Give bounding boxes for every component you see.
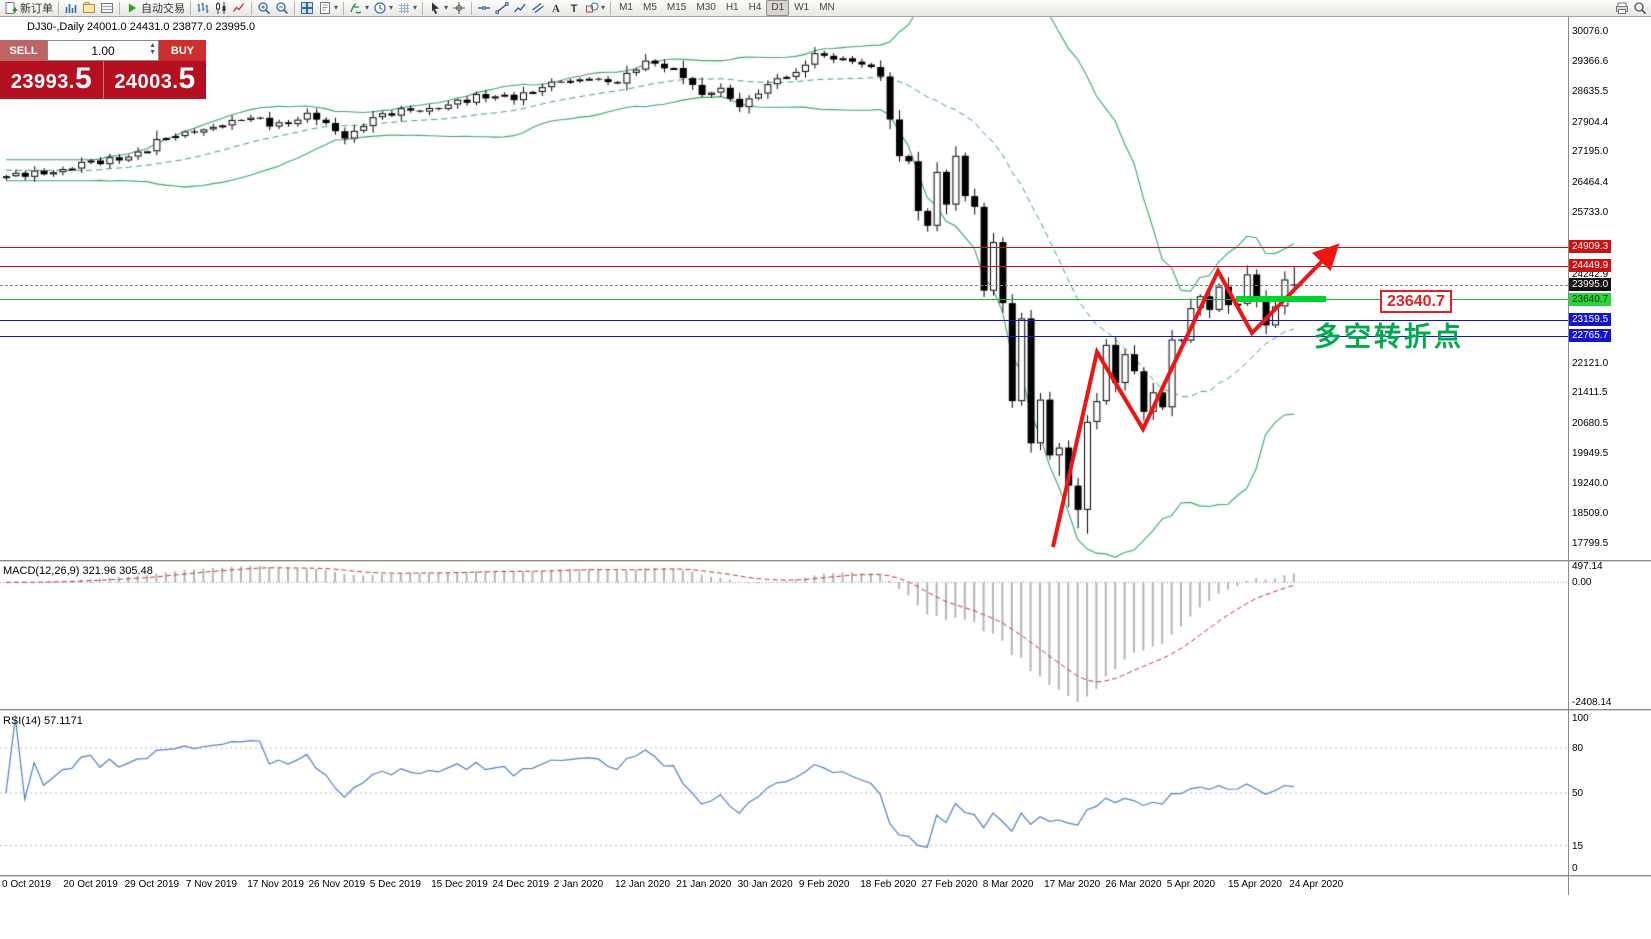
price-axis-label: 28635.5 [1572,86,1609,98]
price-axis-label: 21411.5 [1572,387,1608,399]
horizontal-level-line[interactable] [0,319,1568,321]
buy-price: 24003. [114,71,179,93]
time-axis-label: 26 Mar 2020 [1105,879,1162,890]
volume-down-icon[interactable]: ▼ [149,49,156,56]
volume-stepper[interactable]: ▲ ▼ [149,42,156,56]
one-click-trading-widget: SELL 1.00 ▲ ▼ BUY 23993. 5 24003. 5 [0,40,206,99]
volume-input[interactable]: 1.00 ▲ ▼ [47,40,159,61]
rsi-axis-label: 50 [1572,788,1584,799]
horizontal-level-line[interactable] [0,299,1568,301]
time-axis-label: 30 Jan 2020 [737,879,793,890]
time-axis-label: 27 Feb 2020 [921,879,978,890]
price-axis-label: 27195.0 [1572,146,1609,158]
time-axis-label: 29 Oct 2019 [124,879,180,890]
time-axis-label: 24 Dec 2019 [492,879,550,890]
price-axis-label: 25733.0 [1572,207,1609,219]
price-axis-label: 29366.6 [1572,55,1609,67]
turning-point-annotation[interactable]: 多空转折点 [1314,322,1464,352]
volume-value: 1.00 [91,43,115,58]
price-axis-label: 20680.5 [1572,417,1609,429]
macd-axis-label: -2408.14 [1572,697,1612,708]
panel-divider[interactable] [0,709,1651,711]
price-axis-label: 27904.4 [1572,116,1609,128]
sell-price-button[interactable]: 23993. 5 [0,61,103,99]
price-level-tag: 22765.7 [1569,329,1612,343]
horizontal-level-line[interactable] [0,265,1568,267]
panel-divider[interactable] [0,560,1651,562]
time-axis-label: 15 Dec 2019 [431,879,488,890]
rsi-axis-label: 80 [1572,743,1584,754]
time-axis-label: 17 Mar 2020 [1044,879,1101,890]
buy-button[interactable]: BUY [159,40,206,61]
price-level-tag: 23640.7 [1569,292,1612,306]
price-axis-label: 26464.4 [1572,176,1609,188]
price-level-tag: 24909.3 [1569,240,1612,254]
time-axis-label: 5 Dec 2019 [369,879,421,890]
rsi-axis-label: 15 [1572,840,1584,852]
time-axis-label: 20 Oct 2019 [63,879,118,890]
price-level-tag: 23995.0 [1569,278,1612,292]
price-level-tag: 23159.5 [1569,313,1612,327]
price-level-tag: 24449.9 [1569,259,1612,273]
time-axis-label: 15 Apr 2020 [1228,879,1282,890]
time-axis-label: 8 Mar 2020 [982,879,1034,890]
price-axis-label: 30076.0 [1572,26,1609,38]
volume-up-icon[interactable]: ▲ [149,42,156,49]
price-axis-border [1568,17,1569,895]
price-axis-label: 18509.0 [1572,508,1609,520]
rsi-indicator-label: RSI(14) 57.1171 [3,715,83,727]
time-axis-label: 5 Apr 2020 [1166,879,1216,890]
price-axis-label: 19949.5 [1572,448,1609,460]
rsi-axis-label: 100 [1572,713,1589,724]
macd-axis-label: 497.14 [1572,561,1603,572]
support-highlight-line[interactable] [1236,296,1326,302]
time-axis-label: 26 Nov 2019 [308,879,366,890]
macd-axis-label: 0.00 [1572,577,1592,589]
time-axis-label: 2 Jan 2020 [553,879,604,890]
sell-button[interactable]: SELL [0,40,47,61]
price-axis-label: 19240.0 [1572,477,1609,489]
sell-price-pips: 5 [74,62,92,95]
time-axis-label: 7 Nov 2019 [185,879,238,890]
time-axis-label: 12 Jan 2020 [615,879,671,890]
price-axis-label: 24242.9 [1572,269,1609,281]
horizontal-level-line[interactable] [0,246,1568,248]
panel-divider[interactable] [0,875,1651,877]
macd-indicator-label: MACD(12,26,9) 321.96 305.48 [3,565,153,577]
buy-price-button[interactable]: 24003. 5 [102,61,207,99]
horizontal-level-line[interactable] [0,284,1568,286]
rsi-axis-label: 0 [1572,863,1578,874]
buy-price-pips: 5 [178,62,196,95]
horizontal-level-line[interactable] [0,335,1568,337]
price-axis-label: 17799.5 [1572,537,1609,549]
chart-ohlc-title: DJ30-,Daily 24001.0 24431.0 23877.0 2399… [27,21,256,33]
time-axis-label: 18 Feb 2020 [860,879,917,890]
time-axis-label: 0 Oct 2019 [2,879,51,890]
price-level-callout[interactable]: 23640.7 [1380,290,1452,313]
time-axis-label: 17 Nov 2019 [247,879,304,890]
time-axis-label: 21 Jan 2020 [676,879,732,890]
price-axis-label: 22121.0 [1572,357,1609,369]
time-axis-label: 24 Apr 2020 [1289,879,1344,890]
time-axis-label: 9 Feb 2020 [798,879,850,890]
sell-price: 23993. [10,71,75,93]
